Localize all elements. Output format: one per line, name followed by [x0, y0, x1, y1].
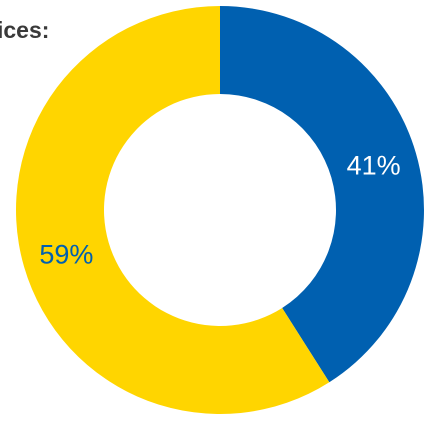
slice-value-label-0: 41% [347, 150, 401, 180]
slice-value-label-1: 59% [39, 240, 93, 270]
donut-slice-0 [220, 6, 424, 383]
donut-slice-1 [15, 6, 330, 415]
chart-title: ices: [0, 17, 50, 43]
